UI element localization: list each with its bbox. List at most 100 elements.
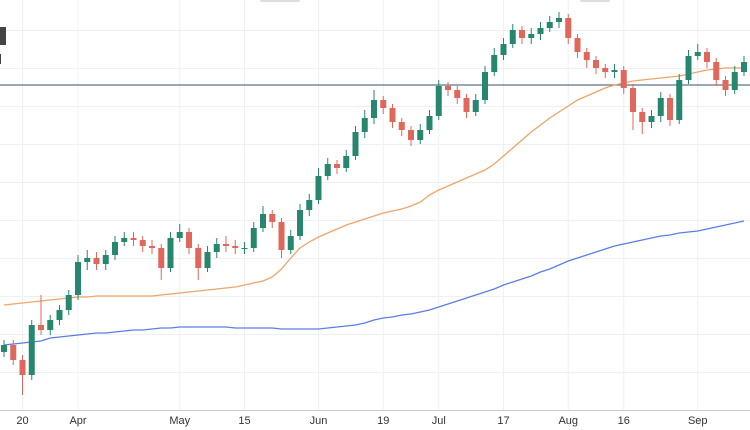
candle-body [47,320,54,330]
candle-body [112,242,118,255]
x-tick-label: May [169,415,190,427]
candle-body [38,325,44,330]
candle-body [195,248,202,268]
candle-body [408,130,414,140]
toolbar-stub [260,0,300,2]
candle-body [149,246,155,248]
price-tag [0,27,6,45]
candle-body [1,345,7,352]
candle-body [445,86,451,90]
candle-body [352,132,359,156]
candle-body [556,18,562,22]
x-tick-label: 20 [16,415,28,427]
candle-body [278,222,285,250]
candle-body [741,62,747,72]
candle-body [722,80,729,90]
x-tick-label: 19 [377,415,389,427]
candle-body [657,98,664,116]
x-tick-label: Apr [69,415,86,427]
candle-body [537,28,544,34]
candle-body [176,232,183,238]
candle-body [676,80,683,120]
candle-body [602,68,609,72]
x-tick-label: 16 [618,415,630,427]
x-tick-label: 17 [497,415,509,427]
candle-body [130,238,137,240]
price-tag [0,54,1,64]
candle-body [565,18,572,38]
candle-body [583,52,590,60]
candle-body [204,252,211,268]
candle-body [648,116,655,122]
candle-body [269,214,276,222]
candle-body [463,98,470,112]
candle-body [260,214,266,228]
candle-body [639,112,646,122]
candle-body [435,86,442,116]
candle-body [139,240,146,246]
candle-body [158,248,165,268]
x-tick-label: Sep [688,415,708,427]
candle-body [472,100,479,112]
candle-body [620,70,627,88]
candle-body [574,38,581,52]
candle-body [630,88,636,112]
candle-body [65,295,72,310]
candle-body [491,55,498,72]
candle-body [287,236,294,250]
grid-background [0,0,750,410]
candle-body [93,258,100,264]
candle-body [324,164,331,176]
candle-body [482,72,488,100]
candle-body [611,70,618,72]
x-tick-label: Jul [432,415,446,427]
candle-body [121,238,128,242]
x-tick-label: Aug [558,415,578,427]
candle-body [315,176,322,200]
candle-body [186,232,192,248]
candle-body [509,30,516,44]
candle-body [398,122,405,130]
candle-body [297,210,303,236]
candle-body [334,164,340,168]
candle-body [519,30,525,38]
candle-body [371,100,377,118]
candle-body [704,52,710,62]
candle-body [28,325,35,375]
candle-body [546,22,553,28]
candle-body [213,244,220,252]
candle-body [454,90,461,98]
x-tick-label: Jun [310,415,328,427]
candle-body [731,72,738,90]
candle-body [500,44,507,55]
candle-body [102,255,109,264]
candle-body [694,52,701,56]
candle-body [426,116,433,130]
candle-body [528,34,535,38]
moving-average-fast [3,67,744,306]
candle-body [84,258,91,262]
toolbar-stub [580,0,610,2]
candle-body [250,228,257,248]
candle-body [75,262,81,295]
x-tick-label: 15 [238,415,250,427]
candle-body [343,156,350,168]
candle-body [306,200,313,210]
candle-body [10,345,17,360]
candle-body [380,100,387,108]
moving-average-slow [3,220,745,346]
candle-body [593,60,599,68]
candle-body [685,56,692,80]
candle-body [56,310,63,320]
candle-body [417,130,424,140]
candle-body [361,118,368,132]
candle-body [232,246,239,248]
candle-body [241,248,248,249]
candle-body [713,62,720,80]
candle-body [667,98,673,120]
candle-body [167,238,174,268]
candle-body [389,108,396,122]
candle-body [223,244,229,246]
